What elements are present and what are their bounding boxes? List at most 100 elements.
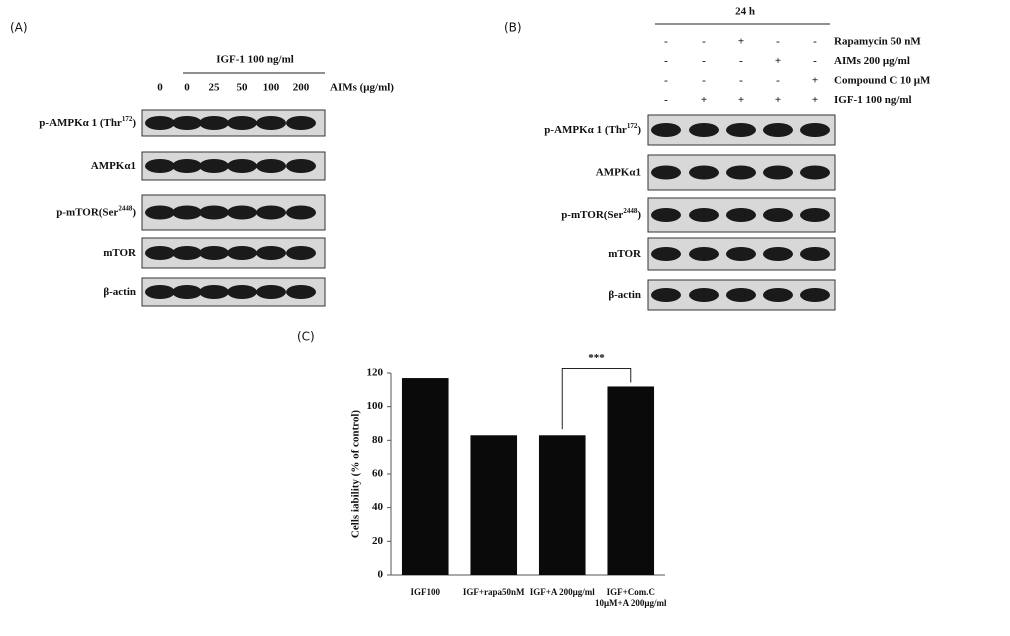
row-label-sup: 172 — [627, 122, 638, 130]
band — [726, 247, 756, 261]
treatment-label: IGF-1 100 ng/ml — [216, 54, 294, 66]
band — [689, 208, 719, 222]
row-label: p-mTOR(Ser2448) — [561, 207, 641, 221]
band — [172, 205, 202, 220]
band — [227, 205, 257, 220]
band — [689, 288, 719, 302]
sign: - — [664, 36, 668, 48]
band — [651, 208, 681, 222]
sign: - — [776, 36, 780, 48]
row-label-tail: ) — [132, 117, 136, 129]
condition-label: IGF-1 100 ng/ml — [834, 94, 912, 106]
band — [286, 285, 316, 299]
band — [763, 208, 793, 222]
significance-label: *** — [588, 352, 605, 364]
band — [800, 165, 830, 180]
sign: + — [738, 94, 744, 106]
band — [145, 159, 175, 173]
band — [172, 246, 202, 260]
band — [199, 116, 229, 130]
bar — [401, 378, 449, 575]
sign: - — [776, 75, 780, 87]
band — [651, 123, 681, 137]
y-tick-label: 0 — [378, 569, 384, 581]
condition-label: Compound C 10 μM — [834, 75, 931, 87]
row-label-sup: 2448 — [623, 207, 638, 215]
sign: + — [701, 94, 707, 106]
band — [227, 246, 257, 260]
band — [800, 208, 830, 222]
band — [227, 116, 257, 130]
band — [145, 285, 175, 299]
sign: + — [812, 94, 818, 106]
band — [286, 159, 316, 173]
band — [172, 285, 202, 299]
dose-label: 25 — [209, 82, 221, 94]
panel-label: (A) — [10, 21, 28, 35]
band — [726, 288, 756, 302]
band — [763, 247, 793, 261]
row-label: mTOR — [103, 247, 137, 259]
band — [726, 165, 756, 180]
sign: - — [664, 94, 668, 106]
band — [172, 159, 202, 173]
sign: + — [775, 55, 781, 67]
bar — [470, 435, 518, 575]
row-label: p-mTOR(Ser2448) — [56, 204, 136, 218]
row-label: AMPKα1 — [596, 166, 641, 178]
chart-title: (C) — [297, 330, 315, 344]
time-label: 24 h — [735, 6, 755, 18]
band — [145, 116, 175, 130]
band — [800, 123, 830, 137]
band — [199, 246, 229, 260]
band — [689, 123, 719, 137]
sign: - — [664, 55, 668, 67]
row-label-tail: ) — [637, 124, 641, 136]
band — [256, 246, 286, 260]
band — [145, 205, 175, 220]
row-label-text: mTOR — [103, 247, 137, 259]
dose-unit: AIMs (μg/ml) — [330, 82, 394, 94]
row-label: AMPKα1 — [91, 160, 136, 172]
band — [199, 159, 229, 173]
row-label-text: β-actin — [608, 289, 641, 301]
band — [199, 205, 229, 220]
row-label: p-AMPKα 1 (Thr172) — [39, 115, 136, 129]
y-tick-label: 60 — [372, 468, 384, 480]
dose-label: 0 — [157, 82, 163, 94]
row-label-tail: ) — [132, 206, 136, 218]
row-label-sup: 2448 — [118, 204, 133, 212]
row-label: mTOR — [608, 248, 642, 260]
bar — [607, 386, 655, 575]
row-label-tail: ) — [637, 209, 641, 221]
band — [726, 208, 756, 222]
band — [689, 247, 719, 261]
condition-label: Rapamycin 50 nM — [834, 36, 921, 48]
sign: - — [702, 36, 706, 48]
band — [256, 116, 286, 130]
band — [286, 246, 316, 260]
row-label: β-actin — [608, 289, 641, 301]
sign: - — [664, 75, 668, 87]
x-tick-label: IGF+A 200μg/ml — [529, 587, 595, 597]
sign: - — [813, 36, 817, 48]
band — [256, 205, 286, 220]
band — [651, 247, 681, 261]
x-tick-label: IGF+rapa50nM — [462, 587, 525, 597]
row-label-sup: 172 — [122, 115, 133, 123]
dose-label: 100 — [263, 82, 280, 94]
row-label: p-AMPKα 1 (Thr172) — [544, 122, 641, 136]
band — [227, 159, 257, 173]
band — [763, 288, 793, 302]
y-tick-label: 120 — [367, 367, 384, 379]
band — [172, 116, 202, 130]
band — [800, 288, 830, 302]
y-tick-label: 100 — [367, 400, 384, 412]
sign: + — [775, 94, 781, 106]
row-label: β-actin — [103, 286, 136, 298]
y-tick-label: 20 — [372, 535, 384, 547]
row-label-text: p-AMPKα 1 (Thr — [39, 117, 122, 129]
row-label-text: AMPKα1 — [596, 166, 641, 178]
